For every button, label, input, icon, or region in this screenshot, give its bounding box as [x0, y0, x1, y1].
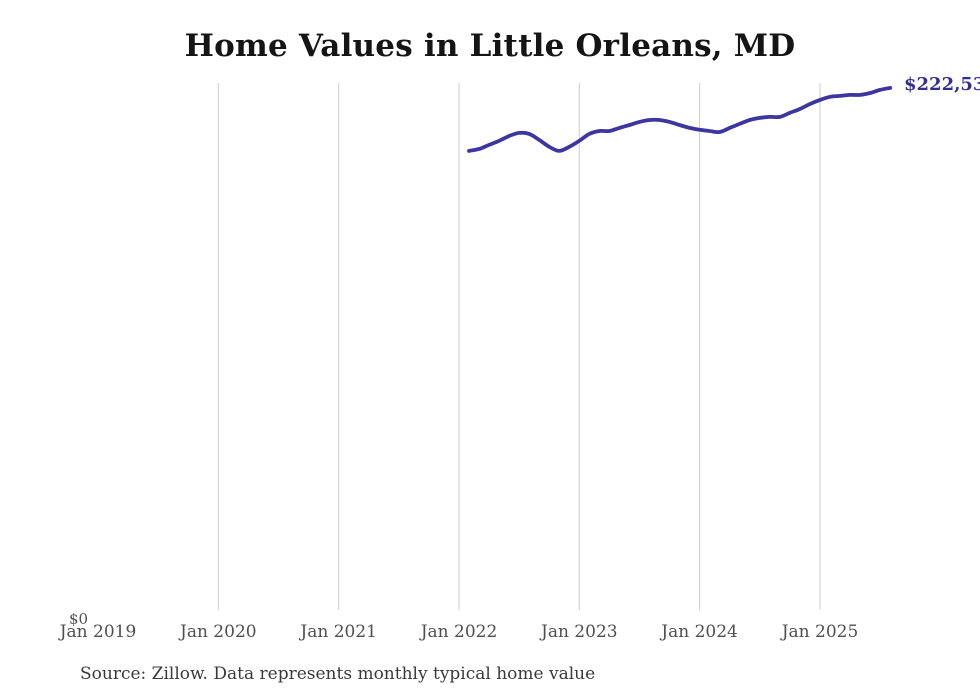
x-tick-label: Jan 2021	[300, 622, 377, 642]
y-axis-zero-label: $0	[69, 610, 89, 628]
home-value-line	[467, 86, 893, 153]
x-tick-label: Jan 2024	[661, 622, 738, 642]
latest-value-label: $222,538	[904, 74, 980, 95]
x-tick-label: Jan 2023	[541, 622, 618, 642]
x-tick-label: Jan 2025	[781, 622, 859, 642]
x-tick-label: Jan 2022	[420, 622, 498, 642]
chart-title: Home Values in Little Orleans, MD	[184, 28, 796, 64]
x-tick-label: Jan 2019	[59, 622, 137, 642]
x-tick-label: Jan 2020	[180, 622, 257, 642]
source-note: Source: Zillow. Data represents monthly …	[80, 664, 596, 684]
